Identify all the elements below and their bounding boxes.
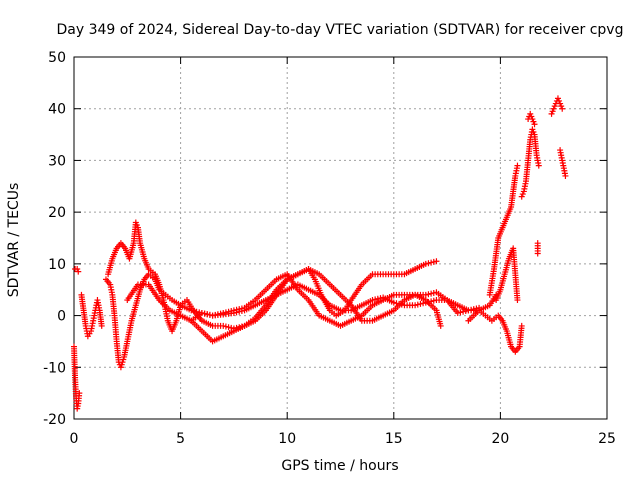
x-tick-label: 5 <box>176 431 185 447</box>
data-point <box>428 290 435 297</box>
data-point <box>398 301 405 308</box>
data-point <box>201 310 208 317</box>
data-point <box>425 291 432 298</box>
data-point <box>228 308 235 315</box>
data-point <box>428 259 435 266</box>
data-point <box>462 308 469 315</box>
data-point <box>531 121 538 128</box>
data-point <box>468 306 475 313</box>
data-point <box>430 258 437 265</box>
data-point <box>209 312 216 319</box>
data-point <box>220 309 227 316</box>
plot-frame <box>73 56 608 420</box>
data-point <box>220 322 227 329</box>
y-axis-label: SDTVAR / TECUs <box>6 183 22 298</box>
data-point <box>514 297 521 304</box>
data-point <box>233 306 240 313</box>
grid <box>74 57 607 419</box>
data-point <box>414 301 421 308</box>
data-point <box>425 260 432 267</box>
data-point <box>535 162 542 169</box>
data-point <box>238 305 245 312</box>
data-point <box>433 258 440 265</box>
data-point <box>430 289 437 296</box>
data-point <box>430 297 437 304</box>
data-point <box>76 390 83 397</box>
y-tick-label: 0 <box>57 309 66 325</box>
data-point <box>559 105 566 112</box>
data-marks <box>71 95 569 412</box>
x-tick-label: 15 <box>385 431 403 447</box>
data-point <box>562 172 569 179</box>
data-point <box>225 308 232 315</box>
y-tick-label: 10 <box>48 257 66 273</box>
data-point <box>369 297 376 304</box>
y-tick-label: 30 <box>48 153 66 169</box>
data-point <box>437 322 444 329</box>
data-point <box>206 311 213 318</box>
data-point <box>212 311 219 318</box>
data-point <box>204 311 211 318</box>
data-point <box>417 300 424 307</box>
data-point <box>230 307 237 314</box>
data-point <box>465 307 472 314</box>
data-point <box>390 299 397 306</box>
axis-ticks: 0 5 10 15 20 25 -20 -10 0 10 20 30 40 50 <box>43 50 616 447</box>
data-point <box>75 268 82 275</box>
y-tick-label: -20 <box>43 412 66 428</box>
data-point <box>225 324 232 331</box>
x-tick-label: 0 <box>70 431 79 447</box>
data-point <box>222 309 229 316</box>
x-axis-label: GPS time / hours <box>281 458 398 474</box>
x-tick-label: 10 <box>278 431 296 447</box>
data-point <box>214 311 221 318</box>
data-point <box>457 309 464 316</box>
data-point <box>518 322 525 329</box>
y-tick-label: 20 <box>48 205 66 221</box>
x-tick-label: 25 <box>598 431 616 447</box>
x-tick-label: 20 <box>491 431 509 447</box>
data-point <box>470 306 477 313</box>
data-point <box>374 295 381 302</box>
data-point <box>222 323 229 330</box>
data-point <box>236 306 243 313</box>
y-tick-label: 50 <box>48 50 66 66</box>
data-point <box>412 302 419 309</box>
data-point <box>422 291 429 298</box>
data-point <box>422 260 429 267</box>
data-point <box>514 162 521 169</box>
y-tick-label: -10 <box>43 360 66 376</box>
data-point <box>460 308 467 315</box>
data-point <box>454 309 461 316</box>
chart-title: Day 349 of 2024, Sidereal Day-to-day VTE… <box>57 22 624 38</box>
data-point <box>217 310 224 317</box>
y-tick-label: 40 <box>48 102 66 118</box>
data-point <box>534 250 541 257</box>
data-point <box>198 309 205 316</box>
data-point <box>98 322 105 329</box>
